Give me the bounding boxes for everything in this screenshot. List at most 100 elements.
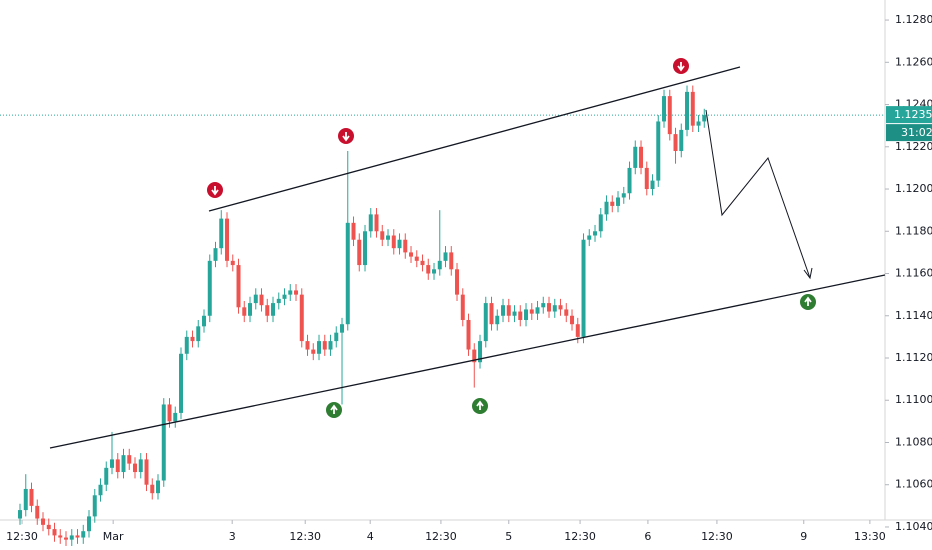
sell-signal	[207, 182, 223, 198]
candle-body	[437, 260, 442, 270]
candle-body	[368, 214, 373, 232]
candle-body	[426, 265, 431, 274]
y-tick-label: 1.11000	[895, 393, 932, 406]
candle-body	[87, 516, 92, 532]
y-tick-label: 1.12000	[895, 182, 932, 195]
candle-body	[443, 252, 448, 261]
candle-body	[455, 269, 460, 295]
candle-body	[478, 341, 483, 363]
candle-body	[144, 459, 149, 485]
candle-body	[202, 315, 207, 327]
candle-body	[35, 505, 40, 519]
candle-body	[23, 488, 28, 511]
y-tick-label: 1.10800	[895, 435, 932, 448]
candle-body	[219, 218, 224, 249]
candle-body	[627, 167, 632, 194]
candle-body	[98, 484, 103, 496]
candle-body	[685, 91, 690, 130]
buy-signal	[326, 402, 342, 418]
candle-body	[616, 197, 621, 206]
candle-body	[81, 531, 86, 538]
y-tick-label: 1.12600	[895, 55, 932, 68]
candle-body	[535, 307, 540, 314]
candle-body	[311, 349, 316, 354]
candle-body	[650, 180, 655, 190]
candle-body	[29, 488, 34, 506]
candle-body	[391, 235, 396, 249]
candle-body	[662, 96, 667, 122]
candle-body	[271, 303, 276, 316]
candle-body	[121, 455, 126, 473]
projection-path	[705, 109, 811, 279]
candle-body	[593, 231, 598, 236]
candle-body	[598, 214, 603, 232]
candle-body	[610, 201, 615, 206]
candle-body	[495, 315, 500, 325]
candle-body	[570, 315, 575, 325]
candle-body	[196, 326, 201, 342]
candle-body	[253, 294, 258, 304]
y-tick-label: 1.12800	[895, 13, 932, 26]
candle-body	[386, 235, 391, 240]
candle-body	[322, 341, 327, 350]
candle-body	[184, 336, 189, 354]
candle-body	[345, 222, 350, 325]
x-tick-label: 12:30	[425, 530, 457, 543]
candle-body	[133, 463, 138, 473]
buy-signal	[472, 398, 488, 414]
sell-signal	[673, 58, 689, 74]
candle-body	[75, 535, 80, 538]
candle-body	[138, 459, 143, 473]
candle-body	[529, 309, 534, 314]
sell-signal	[338, 128, 354, 144]
candle-body	[472, 349, 477, 363]
x-tick-label: 12:30	[289, 530, 321, 543]
candle-body	[363, 231, 368, 266]
candle-body	[581, 239, 586, 337]
y-tick-label: 1.12200	[895, 140, 932, 153]
candle-body	[305, 341, 310, 350]
candle-body	[518, 311, 523, 320]
candle-body	[207, 260, 212, 316]
candle-body	[18, 510, 23, 519]
candle-body	[639, 146, 644, 168]
candle-body	[340, 324, 345, 333]
candle-body	[167, 404, 172, 422]
x-tick-label: 12:30	[701, 530, 733, 543]
candle-body	[357, 239, 362, 266]
x-tick-label: 6	[644, 530, 651, 543]
candle-body	[604, 201, 609, 215]
candle-body	[52, 529, 57, 536]
candle-body	[115, 459, 120, 473]
y-tick-label: 1.11200	[895, 351, 932, 364]
candle-body	[248, 303, 253, 316]
y-tick-label: 1.11600	[895, 267, 932, 280]
plot-area	[0, 85, 885, 546]
candle-body	[696, 121, 701, 126]
candle-body	[656, 121, 661, 181]
candle-body	[501, 305, 506, 316]
y-tick-label: 1.11400	[895, 309, 932, 322]
candle-body	[225, 218, 230, 261]
candle-body	[524, 309, 529, 320]
candle-body	[334, 332, 339, 342]
projection-arrowhead	[803, 267, 813, 280]
candle-body	[179, 353, 184, 413]
candle-body	[127, 455, 132, 464]
candle-body	[621, 193, 626, 198]
candle-body	[161, 404, 166, 481]
candle-body	[633, 146, 638, 168]
candle-body	[564, 309, 569, 316]
x-tick-label: 13:30	[854, 530, 886, 543]
y-tick-label: 1.10600	[895, 478, 932, 491]
candle-body	[259, 294, 264, 306]
candle-body	[409, 252, 414, 257]
last-price-box	[886, 106, 932, 124]
x-tick-label: 9	[800, 530, 807, 543]
candle-body	[690, 91, 695, 126]
candle-body	[351, 222, 356, 240]
countdown-label: 31:02	[901, 126, 932, 139]
candle-body	[460, 294, 465, 320]
